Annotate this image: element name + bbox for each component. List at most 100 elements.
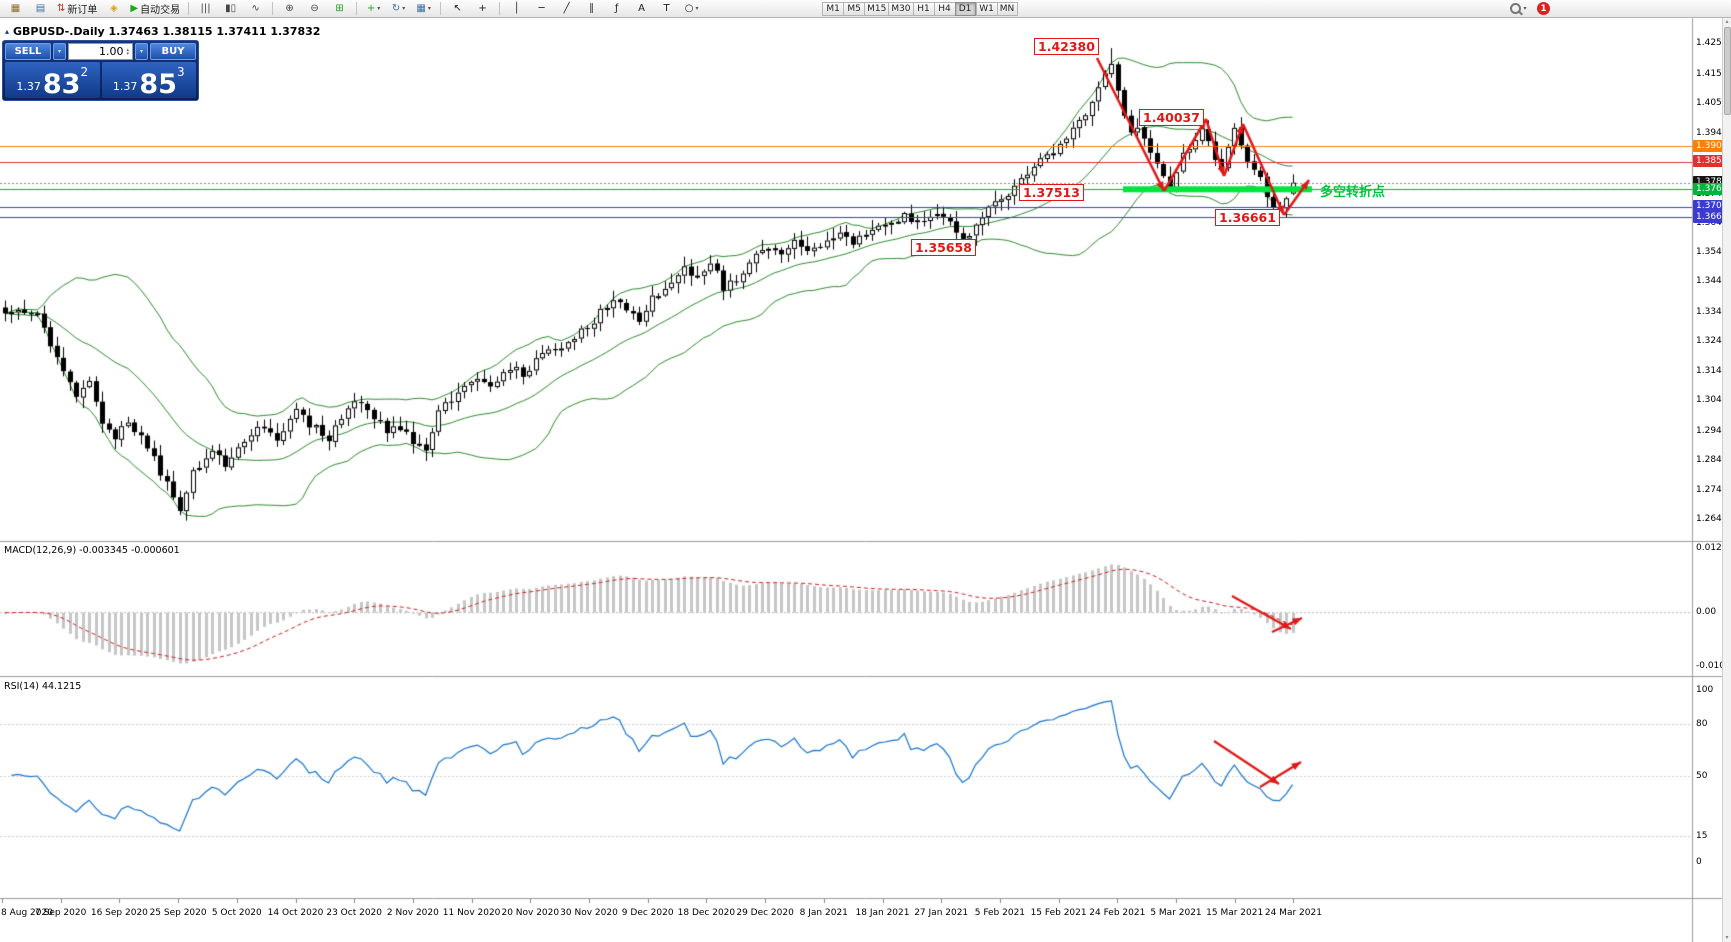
tile-windows-icon-glyph: ⊞: [335, 3, 344, 14]
autotrading-button-label: 自动交易: [140, 5, 181, 16]
timeframe-h1[interactable]: H1: [912, 1, 934, 16]
zoom-out-icon[interactable]: ⊖: [303, 0, 326, 17]
volume-input[interactable]: 1.00 ▴ ▾: [68, 43, 133, 60]
trendline-icon[interactable]: ╱: [555, 0, 578, 17]
toolbar-right: ▾ 1: [1506, 0, 1550, 17]
zoom-out-icon-glyph: ⊖: [310, 3, 319, 14]
cursor-icon[interactable]: ↖: [446, 0, 469, 17]
chart-window-icon[interactable]: ▦: [4, 0, 27, 17]
toolbar: ▦ ▤ ⇅ 新订单 ◈ ▶ 自动交易 ||| ▮▯ ∿ ⊕ ⊖ ⊞ + ▾ ↻ ▾ ▦ ▾ ↖ + │ ─ ╱ ∥ ƒ A T ○ ▾ M…: [0, 0, 1731, 18]
templates-icon-glyph: ▦: [416, 3, 426, 14]
fibonacci-icon-glyph: ƒ: [614, 3, 619, 14]
buy-button[interactable]: BUY: [150, 43, 196, 60]
autotrading-button[interactable]: ▶ 自动交易: [127, 0, 183, 17]
bar-chart-mode-icon[interactable]: |||: [194, 0, 217, 17]
channel-icon[interactable]: ∥: [580, 0, 603, 17]
label-icon[interactable]: T: [655, 0, 678, 17]
timeframe-m1[interactable]: M1: [822, 1, 844, 16]
horizontal-line-icon-glyph: ─: [538, 3, 545, 14]
rsi-label: RSI(14) 44.1215: [4, 681, 82, 692]
scrollbar-thumb[interactable]: [1723, 27, 1731, 115]
timeframe-w1[interactable]: W1: [975, 1, 997, 16]
one-click-trading-panel: SELL ▾ 1.00 ▴ ▾ ▾ BUY 1.37 83 2 1.37 85 3: [2, 40, 199, 101]
trendline-icon-glyph: ╱: [563, 3, 570, 14]
timeframe-d1[interactable]: D1: [954, 1, 976, 16]
new-order-button-glyph: ⇅: [57, 3, 66, 14]
candlestick-mode-icon[interactable]: ▮▯: [219, 0, 242, 17]
chevron-down-icon: ▾: [427, 5, 431, 12]
chart-title: ▴ GBPUSD-.Daily 1.37463 1.38115 1.37411 …: [5, 25, 320, 38]
horizontal-line-icon[interactable]: ─: [530, 0, 553, 17]
buy-price-big-figure: 1.37: [112, 80, 138, 93]
toolbar-separator: [272, 2, 274, 15]
templates-icon[interactable]: ▦ ▾: [412, 0, 435, 17]
buy-options-caret[interactable]: ▾: [135, 43, 148, 60]
profiles-icon[interactable]: ▤: [29, 0, 52, 17]
price-scale[interactable]: [1693, 18, 1722, 942]
shapes-icon[interactable]: ○ ▾: [680, 0, 703, 17]
toolbar-separator: [356, 2, 358, 15]
sell-button[interactable]: SELL: [5, 43, 51, 60]
profiles-icon-glyph: ▤: [35, 3, 46, 14]
buy-price-pips: 85: [139, 69, 177, 100]
chevron-down-icon: ▾: [402, 5, 406, 12]
periods-icon[interactable]: ↻ ▾: [387, 0, 410, 17]
channel-icon-glyph: ∥: [589, 3, 595, 14]
timeframe-h4[interactable]: H4: [933, 1, 955, 16]
cursor-icon-glyph: ↖: [453, 3, 462, 14]
scroll-down-icon[interactable]: ▾: [1725, 934, 1729, 941]
timeframe-m30[interactable]: M30: [888, 1, 913, 16]
search-icon[interactable]: ▾: [1507, 0, 1530, 17]
zoom-in-icon-glyph: ⊕: [285, 3, 294, 14]
volume-spinner[interactable]: ▴ ▾: [126, 46, 129, 57]
macd-label: MACD(12,26,9) -0.003345 -0.000601: [4, 545, 180, 556]
indicators-add-icon-glyph: +: [366, 3, 376, 14]
timeframe-toolbar: M1 M5 M15 M30 H1 H4 D1 W1 MN: [822, 1, 1018, 16]
fibonacci-icon[interactable]: ƒ: [605, 0, 628, 17]
panel-collapse-icon[interactable]: ▴: [5, 27, 10, 36]
line-chart-mode-icon[interactable]: ∿: [244, 0, 267, 17]
trade-panel-controls: SELL ▾ 1.00 ▴ ▾ ▾ BUY: [5, 43, 196, 60]
toolbar-separator: [440, 2, 442, 15]
notification-badge[interactable]: 1: [1537, 2, 1550, 15]
vertical-line-icon[interactable]: │: [505, 0, 528, 17]
sell-price-point: 2: [80, 65, 89, 79]
text-icon-glyph: A: [638, 3, 646, 14]
volume-value: 1.00: [98, 45, 124, 58]
timeframe-m5[interactable]: M5: [843, 1, 865, 16]
chart-window-icon-glyph: ▦: [10, 3, 21, 14]
chevron-down-icon: ▾: [695, 5, 699, 12]
chevron-down-icon: ▾: [377, 5, 381, 12]
timeframe-m15[interactable]: M15: [864, 1, 889, 16]
sell-options-caret[interactable]: ▾: [53, 43, 66, 60]
periods-icon-glyph: ↻: [391, 3, 401, 14]
indicators-add-icon[interactable]: + ▾: [362, 0, 385, 17]
toolbar-separator: [188, 2, 190, 15]
autotrading-button-glyph: ▶: [130, 3, 139, 14]
scroll-up-icon[interactable]: ▴: [1725, 18, 1729, 25]
timeframe-mn[interactable]: MN: [996, 1, 1018, 16]
zoom-in-icon[interactable]: ⊕: [278, 0, 301, 17]
sell-price[interactable]: 1.37 83 2: [5, 62, 100, 98]
line-chart-mode-icon-glyph: ∿: [251, 3, 260, 14]
chevron-down-icon: ▾: [1523, 5, 1527, 12]
tile-windows-icon[interactable]: ⊞: [328, 0, 351, 17]
chart-wizard-icon[interactable]: ◈: [102, 0, 125, 17]
crosshair-icon[interactable]: +: [471, 0, 494, 17]
vertical-line-icon-glyph: │: [513, 3, 520, 14]
label-icon-glyph: T: [663, 3, 670, 14]
candlestick-mode-icon-glyph: ▮▯: [225, 3, 237, 14]
text-icon[interactable]: A: [630, 0, 653, 17]
buy-price[interactable]: 1.37 85 3: [101, 62, 196, 100]
new-order-button-label: 新订单: [67, 5, 98, 16]
crosshair-icon-glyph: +: [478, 3, 487, 14]
toolbar-buttons: ▦ ▤ ⇅ 新订单 ◈ ▶ 自动交易 ||| ▮▯ ∿ ⊕ ⊖ ⊞ + ▾ ↻ ▾ ▦ ▾ ↖ + │ ─ ╱ ∥ ƒ A T ○ ▾: [3, 0, 704, 17]
new-order-button[interactable]: ⇅ 新订单: [54, 0, 100, 17]
vertical-scrollbar[interactable]: ▴ ▾: [1722, 18, 1731, 942]
symbol-ohlc-text: GBPUSD-.Daily 1.37463 1.38115 1.37411 1.…: [13, 25, 321, 38]
buy-price-point: 3: [176, 65, 185, 79]
sell-price-big-figure: 1.37: [16, 80, 41, 93]
chart-wizard-icon-glyph: ◈: [110, 3, 118, 14]
